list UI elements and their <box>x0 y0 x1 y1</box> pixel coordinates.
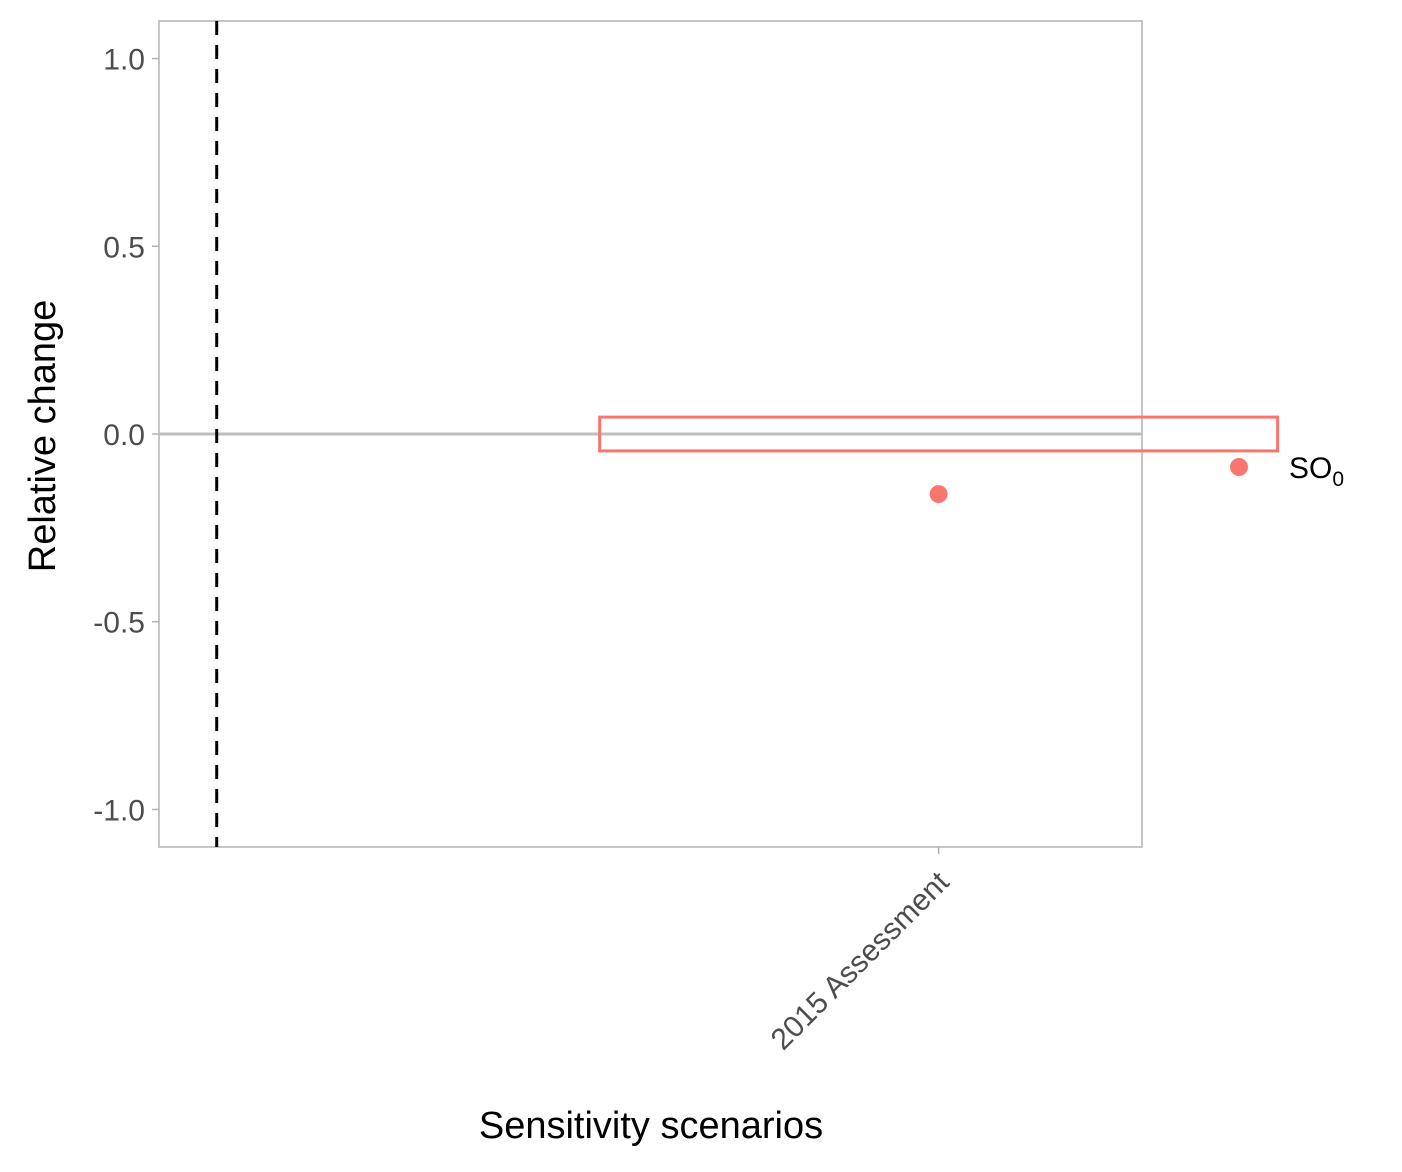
legend: SO0 <box>1230 452 1344 491</box>
x-tick-label: 2015 Assessment <box>765 865 956 1056</box>
legend-label-so0: SO0 <box>1289 452 1344 491</box>
x-axis-title: Sensitivity scenarios <box>479 1105 823 1147</box>
legend-key-so0 <box>1230 458 1248 476</box>
legend-label-main: SO <box>1289 452 1332 485</box>
reference-band-box <box>598 415 1280 453</box>
legend-label-sub: 0 <box>1332 468 1344 491</box>
y-tick-label: 0.0 <box>103 419 145 452</box>
y-tick-label: 0.5 <box>103 231 145 264</box>
plot-marks <box>159 21 1280 847</box>
data-point-so0 <box>929 485 948 504</box>
y-tick-label: -1.0 <box>93 794 145 827</box>
y-tick-label: -0.5 <box>93 607 145 640</box>
x-axis: 2015 Assessment <box>765 847 956 1056</box>
y-axis: 1.0 0.5 0.0 -0.5 -1.0 <box>93 44 159 827</box>
y-tick-label: 1.0 <box>103 44 145 77</box>
y-axis-title: Relative change <box>22 300 64 573</box>
